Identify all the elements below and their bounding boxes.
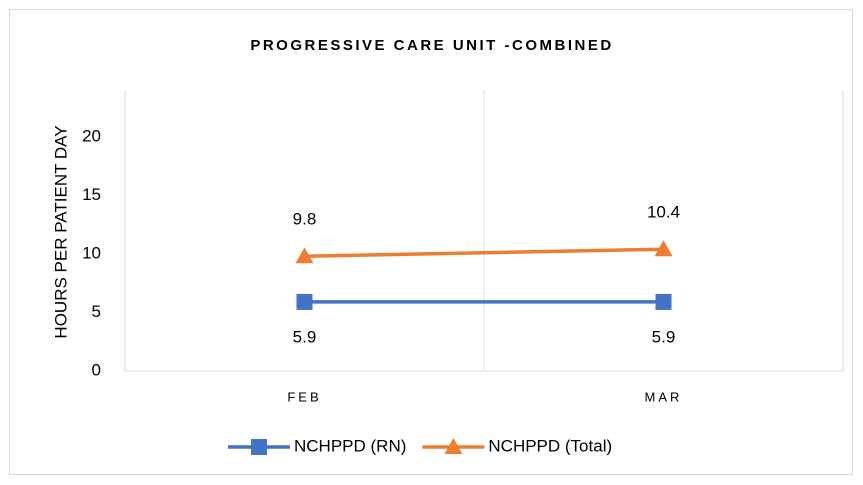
y-tick-label: 5 [92,302,101,321]
y-tick-label: 10 [82,243,101,262]
legend-marker [251,439,267,455]
y-tick-label: 0 [92,360,101,379]
y-tick-label: 15 [82,185,101,204]
legend-label: NCHPPD (RN) [294,436,406,455]
data-label: 10.4 [647,203,680,222]
legend-marker [444,438,463,454]
y-axis-label: HOURS PER PATIENT DAY [51,125,70,338]
data-label: 9.8 [293,210,317,229]
data-point [654,240,673,257]
data-label: 5.9 [293,327,317,346]
series-line [304,247,664,259]
x-tick-label: FEB [287,389,321,404]
y-tick-label: 20 [82,126,101,145]
chart-title: PROGRESSIVE CARE UNIT -COMBINED [250,37,613,54]
data-point [295,247,314,264]
chart-frame [9,9,853,475]
x-tick-label: MAR [645,389,683,404]
legend-label: NCHPPD (Total) [488,436,612,455]
data-point [296,293,313,310]
data-point [655,293,672,310]
data-label: 5.9 [652,327,676,346]
